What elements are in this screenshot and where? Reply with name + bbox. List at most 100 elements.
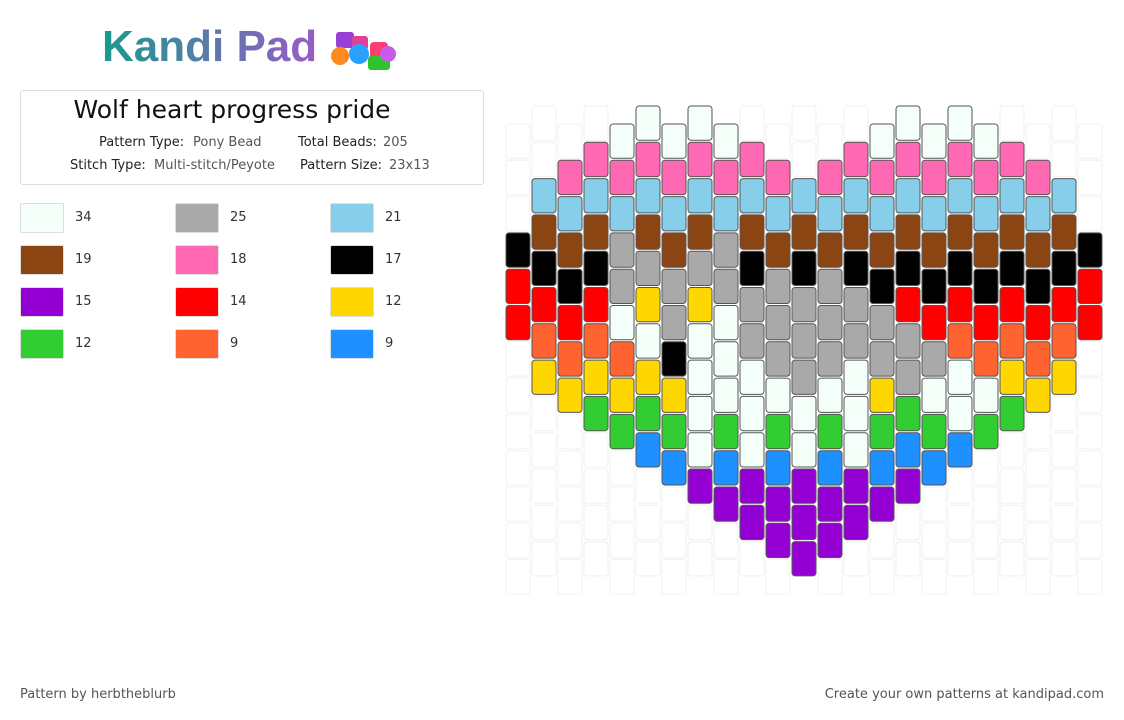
- count: 25: [230, 210, 247, 225]
- bead: [843, 287, 869, 323]
- bead: [765, 413, 791, 450]
- label: Stitch Type:: [70, 158, 146, 173]
- bead: [791, 287, 817, 323]
- bead: [687, 323, 713, 359]
- bead: [713, 123, 739, 159]
- bead: [713, 486, 739, 522]
- bead: [557, 377, 583, 413]
- bead: [739, 214, 765, 250]
- bead: [713, 413, 739, 450]
- empty-bead: [687, 504, 713, 541]
- bead: [713, 268, 739, 305]
- bead: [973, 232, 999, 268]
- bead: [791, 504, 817, 541]
- bead: [999, 395, 1025, 432]
- site-link[interactable]: Create your own patterns at kandipad.com: [824, 687, 1104, 702]
- bead: [973, 123, 999, 159]
- bead: [1025, 341, 1051, 377]
- value: 23x13: [389, 158, 430, 173]
- bead: [843, 359, 869, 395]
- empty-bead: [869, 522, 895, 559]
- bead: [817, 159, 843, 196]
- empty-bead: [531, 105, 557, 141]
- bead: [557, 305, 583, 341]
- bead: [661, 450, 687, 486]
- bead: [1051, 323, 1077, 359]
- bead: [557, 232, 583, 268]
- bead: [973, 159, 999, 196]
- empty-bead: [947, 541, 973, 577]
- bead: [817, 413, 843, 450]
- empty-bead: [557, 559, 583, 595]
- empty-bead: [999, 468, 1025, 504]
- bead: [1025, 232, 1051, 268]
- bead: [1051, 359, 1077, 395]
- bead: [687, 287, 713, 323]
- bead: [895, 359, 921, 395]
- bead: [843, 432, 869, 468]
- bead: [947, 214, 973, 250]
- logo[interactable]: Kandi Pad: [102, 22, 318, 71]
- swatch: [20, 329, 64, 359]
- bead: [661, 196, 687, 232]
- bead: [791, 395, 817, 432]
- empty-bead: [635, 541, 661, 577]
- bead: [609, 232, 635, 268]
- bead: [817, 196, 843, 232]
- bead: [661, 268, 687, 305]
- bead: [505, 232, 531, 268]
- bead: [1051, 178, 1077, 214]
- bead: [713, 377, 739, 413]
- bead: [713, 159, 739, 196]
- empty-bead: [1051, 432, 1077, 468]
- bead: [895, 178, 921, 214]
- bead: [843, 468, 869, 504]
- bead: [817, 377, 843, 413]
- bead: [531, 250, 557, 286]
- empty-bead: [531, 504, 557, 541]
- bead: [713, 341, 739, 377]
- bead: [817, 450, 843, 486]
- empty-bead: [1077, 522, 1103, 559]
- bead: [557, 159, 583, 196]
- empty-bead: [505, 341, 531, 377]
- swatch: [330, 329, 374, 359]
- bead: [687, 359, 713, 395]
- count: 34: [75, 210, 92, 225]
- empty-bead: [505, 450, 531, 486]
- bead: [635, 141, 661, 178]
- author: Pattern by herbtheblurb: [20, 687, 176, 702]
- bead: [895, 105, 921, 141]
- bead: [609, 196, 635, 232]
- empty-bead: [531, 141, 557, 178]
- empty-bead: [609, 450, 635, 486]
- bead: [739, 359, 765, 395]
- bead: [687, 141, 713, 178]
- bead: [895, 214, 921, 250]
- empty-bead: [609, 522, 635, 559]
- bead: [687, 395, 713, 432]
- bead: [1051, 287, 1077, 323]
- bead: [895, 250, 921, 286]
- empty-bead: [921, 559, 947, 595]
- empty-bead: [739, 105, 765, 141]
- bead: [739, 468, 765, 504]
- count: 12: [385, 294, 402, 309]
- empty-bead: [635, 504, 661, 541]
- bead: [921, 305, 947, 341]
- bead: [869, 232, 895, 268]
- empty-bead: [661, 522, 687, 559]
- empty-bead: [1051, 541, 1077, 577]
- empty-bead: [1051, 141, 1077, 178]
- bead: [1077, 232, 1103, 268]
- bead: [843, 323, 869, 359]
- empty-bead: [1077, 196, 1103, 232]
- bead: [843, 395, 869, 432]
- swatch: [20, 287, 64, 317]
- bead: [583, 250, 609, 286]
- empty-bead: [557, 450, 583, 486]
- empty-bead: [1025, 486, 1051, 522]
- empty-bead: [583, 432, 609, 468]
- empty-bead: [583, 105, 609, 141]
- bead: [895, 287, 921, 323]
